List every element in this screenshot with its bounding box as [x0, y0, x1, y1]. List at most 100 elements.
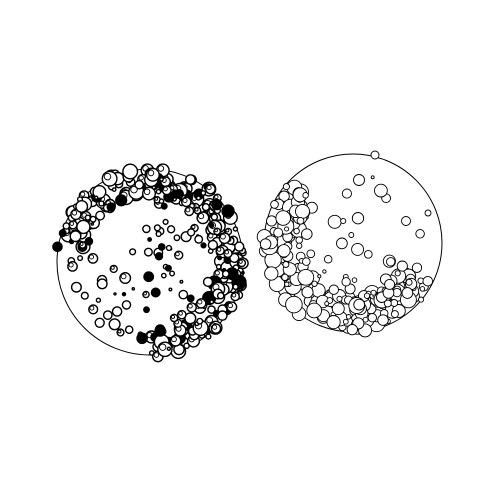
- bubble: [266, 215, 278, 227]
- bubble: [232, 283, 239, 290]
- bubble: [362, 316, 369, 323]
- bubble: [76, 219, 91, 235]
- bubble: [205, 333, 212, 340]
- bubble-highlight: [153, 352, 160, 358]
- bubble: [84, 237, 94, 246]
- bubble: [295, 236, 303, 244]
- bubble-highlight: [206, 316, 213, 324]
- bubble-highlight: [117, 329, 122, 334]
- bubble-highlight: [143, 188, 151, 196]
- bubble: [306, 249, 316, 259]
- bubble: [340, 217, 347, 225]
- bubble-highlight: [110, 265, 115, 270]
- bubble: [173, 194, 178, 199]
- bubble: [306, 302, 323, 319]
- bubble: [363, 292, 371, 299]
- bubble: [351, 242, 365, 256]
- bubble: [153, 224, 162, 232]
- bubble: [84, 214, 91, 221]
- bubble: [282, 261, 290, 268]
- bubble: [160, 272, 167, 279]
- bubble-highlight: [225, 228, 230, 233]
- bubble: [89, 215, 97, 223]
- bubble: [93, 195, 99, 200]
- bubble: [166, 346, 172, 351]
- bubble-highlight: [163, 186, 168, 192]
- bubble: [301, 228, 313, 240]
- bubble: [293, 227, 300, 235]
- bubble-highlight: [157, 165, 165, 172]
- bubble: [115, 194, 128, 207]
- bubble: [179, 279, 184, 284]
- bubble: [164, 264, 172, 272]
- bubble-highlight: [71, 210, 78, 216]
- bubble: [296, 242, 303, 249]
- bubble-highlight: [68, 262, 74, 268]
- bubble: [202, 276, 214, 288]
- bubble: [302, 192, 309, 199]
- bubble: [159, 176, 164, 182]
- bubble: [77, 255, 84, 262]
- bubble-highlight: [69, 221, 75, 226]
- right-sphere-bubbles: [256, 150, 434, 338]
- bubble: [96, 278, 108, 290]
- bubble: [401, 287, 414, 299]
- bubble: [264, 266, 279, 281]
- bubble: [147, 237, 152, 242]
- bubble-highlight: [214, 270, 220, 276]
- bubble: [341, 188, 352, 199]
- bubble: [328, 284, 339, 295]
- bubble: [75, 199, 89, 213]
- bubble: [195, 195, 202, 201]
- bubble: [363, 249, 373, 259]
- bubble: [296, 216, 305, 225]
- bubble-highlight: [214, 228, 218, 233]
- bubble: [155, 188, 162, 195]
- bubble: [194, 234, 204, 244]
- bubble-highlight: [194, 207, 199, 212]
- left-bubble-sphere: [52, 163, 249, 363]
- bubble: [69, 230, 82, 243]
- bubble: [142, 224, 151, 234]
- bubble: [143, 247, 153, 257]
- bubble: [207, 239, 219, 251]
- bubble: [217, 310, 228, 321]
- bubble: [216, 291, 225, 300]
- bubble: [353, 298, 366, 311]
- bubble: [351, 277, 358, 283]
- bubble-highlight: [231, 293, 237, 298]
- bubble: [158, 198, 165, 204]
- bubble: [367, 313, 377, 323]
- bubble: [186, 294, 195, 303]
- bubble: [336, 237, 348, 250]
- bubble: [401, 216, 411, 226]
- bubble: [131, 286, 136, 291]
- bubble: [217, 255, 223, 261]
- bubble: [370, 289, 377, 296]
- bubble: [336, 295, 343, 302]
- bubble: [162, 218, 169, 226]
- bubble: [150, 287, 161, 298]
- bubble: [173, 234, 181, 242]
- bubble: [311, 280, 318, 287]
- bubble: [302, 257, 311, 266]
- bubble: [160, 202, 168, 210]
- bubble-highlight: [216, 247, 222, 252]
- bubble: [342, 318, 349, 325]
- bubble: [221, 204, 235, 218]
- bubble: [113, 292, 117, 296]
- bubble: [196, 317, 204, 325]
- bubble: [229, 252, 240, 264]
- bubble-highlight: [178, 311, 183, 316]
- bubble: [297, 268, 315, 286]
- bubble-highlight: [212, 324, 218, 330]
- bubble: [351, 212, 365, 225]
- bubble: [345, 314, 352, 320]
- bubble: [90, 222, 95, 226]
- bubble: [62, 222, 71, 230]
- bubble: [70, 281, 82, 293]
- bubble-highlight: [197, 299, 203, 305]
- bubble: [209, 299, 215, 305]
